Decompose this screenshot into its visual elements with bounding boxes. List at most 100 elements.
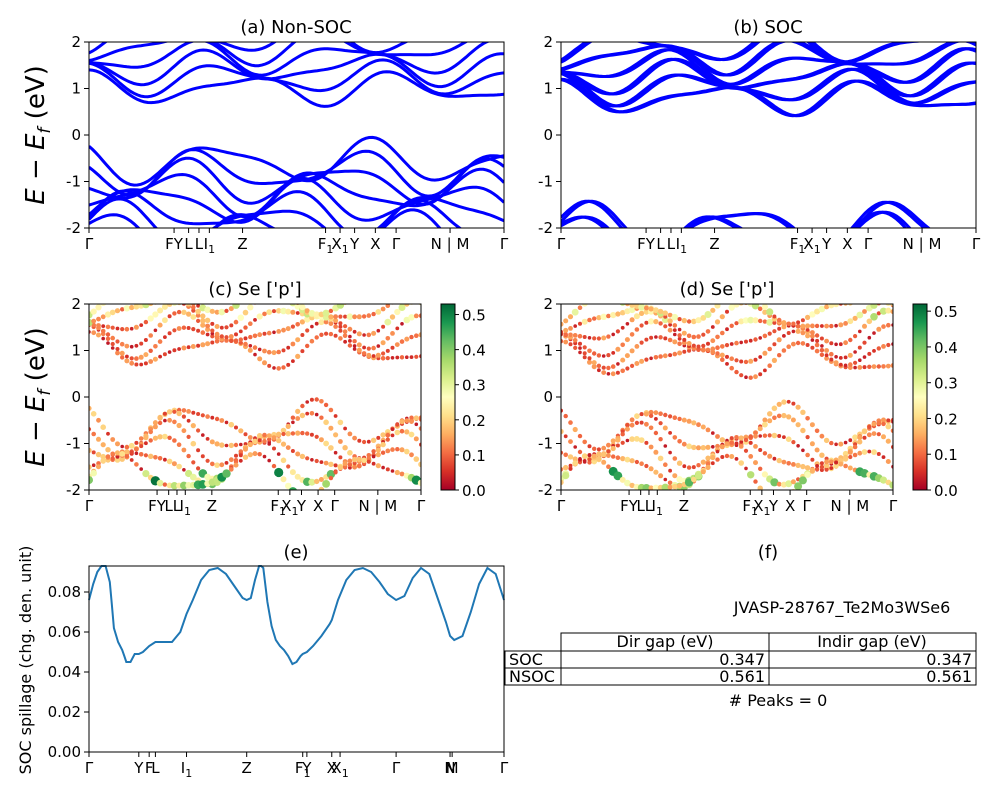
proj-point [578,341,582,346]
xtick-label-c-1: FY [148,497,167,515]
proj-point [591,453,597,459]
proj-point [257,347,262,352]
proj-point [134,440,139,445]
xtick-label-b-8: Y [821,235,832,253]
proj-point [209,439,215,445]
proj-point [243,446,248,452]
ytick-label-d-4: 2 [543,295,553,313]
proj-point [867,351,872,356]
proj-point [385,356,390,361]
proj-point [115,350,120,356]
proj-point [366,313,372,318]
proj-point [705,427,711,433]
proj-point [815,464,819,468]
proj-point [611,332,615,337]
proj-point [785,480,793,488]
proj-point [673,332,677,337]
proj-point [715,345,720,351]
proj-point [162,433,168,440]
colorbar-d: 0.0 0.1 0.2 0.3 0.4 0.5 [912,303,958,500]
proj-point [214,462,220,469]
proj-point [337,419,344,426]
proj-point [771,357,778,363]
proj-point [729,440,734,445]
proj-point [833,304,840,308]
proj-point [871,297,877,303]
proj-point [838,461,844,467]
proj-point [153,328,158,333]
proj-point [162,296,168,302]
scatter-c [89,296,421,490]
proj-point [404,304,410,307]
proj-point [758,448,763,452]
proj-point [271,350,277,356]
proj-point [734,441,739,446]
proj-point [653,319,659,325]
proj-point [705,455,711,461]
proj-point [305,456,310,461]
proj-point [176,297,182,303]
proj-point [166,296,173,303]
proj-point [276,349,282,355]
proj-point [100,453,106,460]
proj-point [616,362,620,366]
proj-point [262,348,267,354]
proj-point [166,458,173,465]
proj-point [120,327,125,332]
proj-point [805,333,811,339]
proj-point [776,401,782,407]
proj-point [124,444,130,450]
proj-point [581,304,588,307]
proj-point [889,481,893,489]
proj-point [101,324,106,328]
proj-point [814,333,820,338]
proj-point [308,310,316,317]
proj-point [634,459,640,465]
proj-point [819,352,825,357]
proj-point [299,304,306,311]
proj-point [366,332,372,338]
proj-point [701,347,706,353]
proj-point [205,332,210,337]
proj-point [224,308,229,313]
proj-point [139,444,144,449]
proj-point [205,327,211,332]
proj-point [348,339,352,343]
proj-point [729,323,734,328]
proj-point [272,366,276,370]
proj-point [242,454,249,460]
proj-point [114,457,121,463]
proj-point [720,357,725,363]
proj-point [871,449,877,455]
proj-point [587,453,592,458]
proj-point [582,459,587,463]
proj-point [181,408,187,413]
proj-point [376,328,381,333]
proj-point [791,440,796,445]
proj-point [824,353,829,358]
band-line-a-7 [89,148,504,198]
proj-point [592,446,597,451]
proj-point [582,355,587,360]
proj-point [385,432,391,438]
proj-point [210,321,215,326]
proj-point [129,458,134,462]
proj-point [662,353,668,359]
proj-point [766,318,774,326]
proj-point [176,326,182,331]
proj-point [767,453,773,459]
proj-point [876,452,881,456]
proj-point [758,466,763,471]
proj-point [89,447,92,454]
proj-point [157,434,163,440]
proj-point [409,415,414,420]
proj-point [781,348,787,353]
proj-point [285,308,292,315]
proj-point [686,319,692,324]
proj-point [719,314,725,320]
ytick-label-a-4: 2 [71,33,81,51]
proj-point [390,331,395,336]
proj-point [157,420,163,426]
proj-point [777,434,782,438]
